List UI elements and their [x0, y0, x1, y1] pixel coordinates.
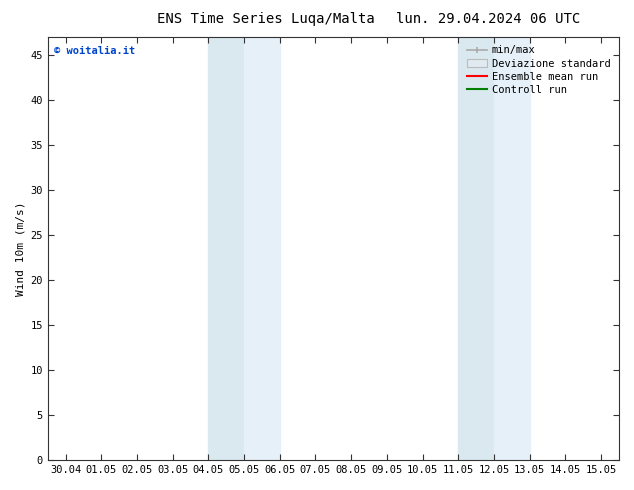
Bar	[494, 37, 529, 460]
Text: lun. 29.04.2024 06 UTC: lun. 29.04.2024 06 UTC	[396, 12, 580, 26]
Bar	[209, 37, 244, 460]
Text: © woitalia.it: © woitalia.it	[54, 46, 135, 55]
Bar	[244, 37, 280, 460]
Bar	[458, 37, 494, 460]
Legend: min/max, Deviazione standard, Ensemble mean run, Controll run: min/max, Deviazione standard, Ensemble m…	[463, 42, 614, 98]
Y-axis label: Wind 10m (m/s): Wind 10m (m/s)	[15, 201, 25, 296]
Text: ENS Time Series Luqa/Malta: ENS Time Series Luqa/Malta	[157, 12, 375, 26]
